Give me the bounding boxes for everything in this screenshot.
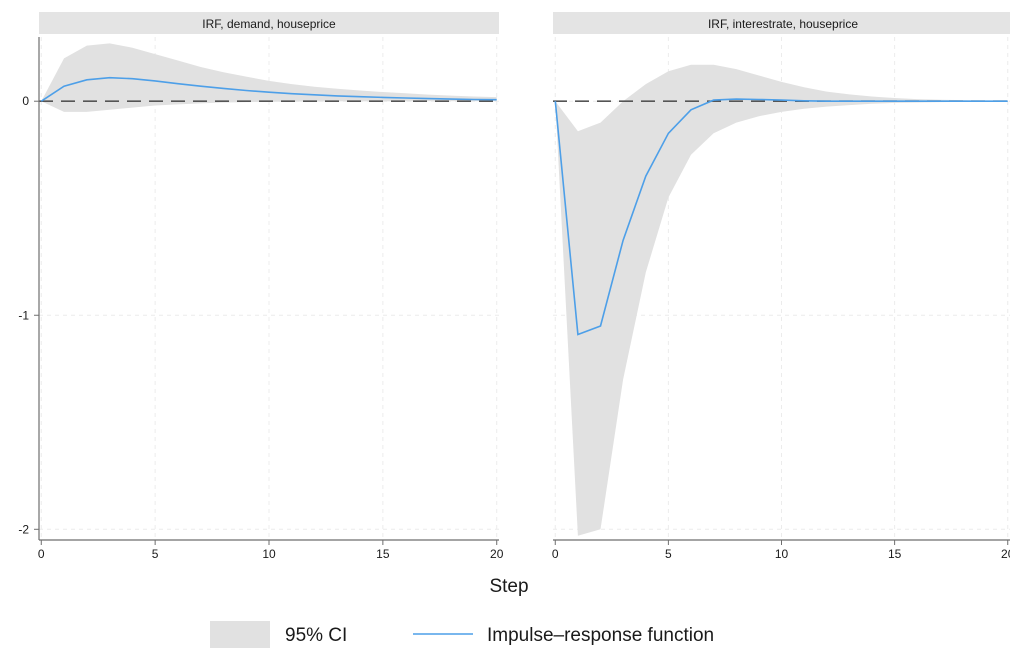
legend-label-ci: 95% CI bbox=[285, 625, 347, 646]
panel-demand-houseprice: IRF, demand, houseprice 0 -1 -2 0 5 10 15 20 bbox=[18, 12, 504, 561]
x-tick-label: 15 bbox=[888, 547, 902, 561]
ci-band bbox=[41, 43, 497, 112]
x-tick-label: 20 bbox=[490, 547, 504, 561]
x-axis-title: Step bbox=[489, 576, 528, 597]
x-tick-label: 0 bbox=[38, 547, 45, 561]
x-tick-label: 5 bbox=[665, 547, 672, 561]
x-tick-label: 10 bbox=[775, 547, 789, 561]
ci-band bbox=[555, 64, 1008, 536]
legend-swatch-ci bbox=[210, 621, 270, 648]
legend-label-irf: Impulse–response function bbox=[487, 625, 714, 646]
irf-line bbox=[40, 76, 497, 102]
x-axis-ticks: 0 5 10 15 20 bbox=[38, 540, 504, 561]
panel-interestrate-houseprice: IRF, interestrate, houseprice 0 5 10 15 20 bbox=[552, 12, 1010, 561]
x-tick-label: 5 bbox=[152, 547, 159, 561]
y-tick-label: -2 bbox=[18, 522, 29, 536]
panel-grid bbox=[39, 37, 499, 540]
panel-title-strip bbox=[39, 12, 499, 34]
y-axis-ticks: 0 -1 -2 bbox=[18, 94, 39, 536]
panel-title-strip bbox=[553, 12, 1010, 34]
panel-title: IRF, demand, houseprice bbox=[202, 17, 336, 31]
legend: 95% CI Impulse–response function bbox=[210, 621, 714, 648]
x-axis-ticks: 0 5 10 15 20 bbox=[552, 540, 1010, 561]
panel-title: IRF, interestrate, houseprice bbox=[708, 17, 858, 31]
panel-grid bbox=[553, 37, 1010, 540]
x-tick-label: 10 bbox=[262, 547, 276, 561]
x-tick-label: 15 bbox=[376, 547, 390, 561]
irf-line bbox=[554, 98, 1008, 336]
x-tick-label: 0 bbox=[552, 547, 559, 561]
y-tick-label: -1 bbox=[18, 308, 29, 322]
y-tick-label: 0 bbox=[22, 94, 29, 108]
x-tick-label: 20 bbox=[1001, 547, 1010, 561]
